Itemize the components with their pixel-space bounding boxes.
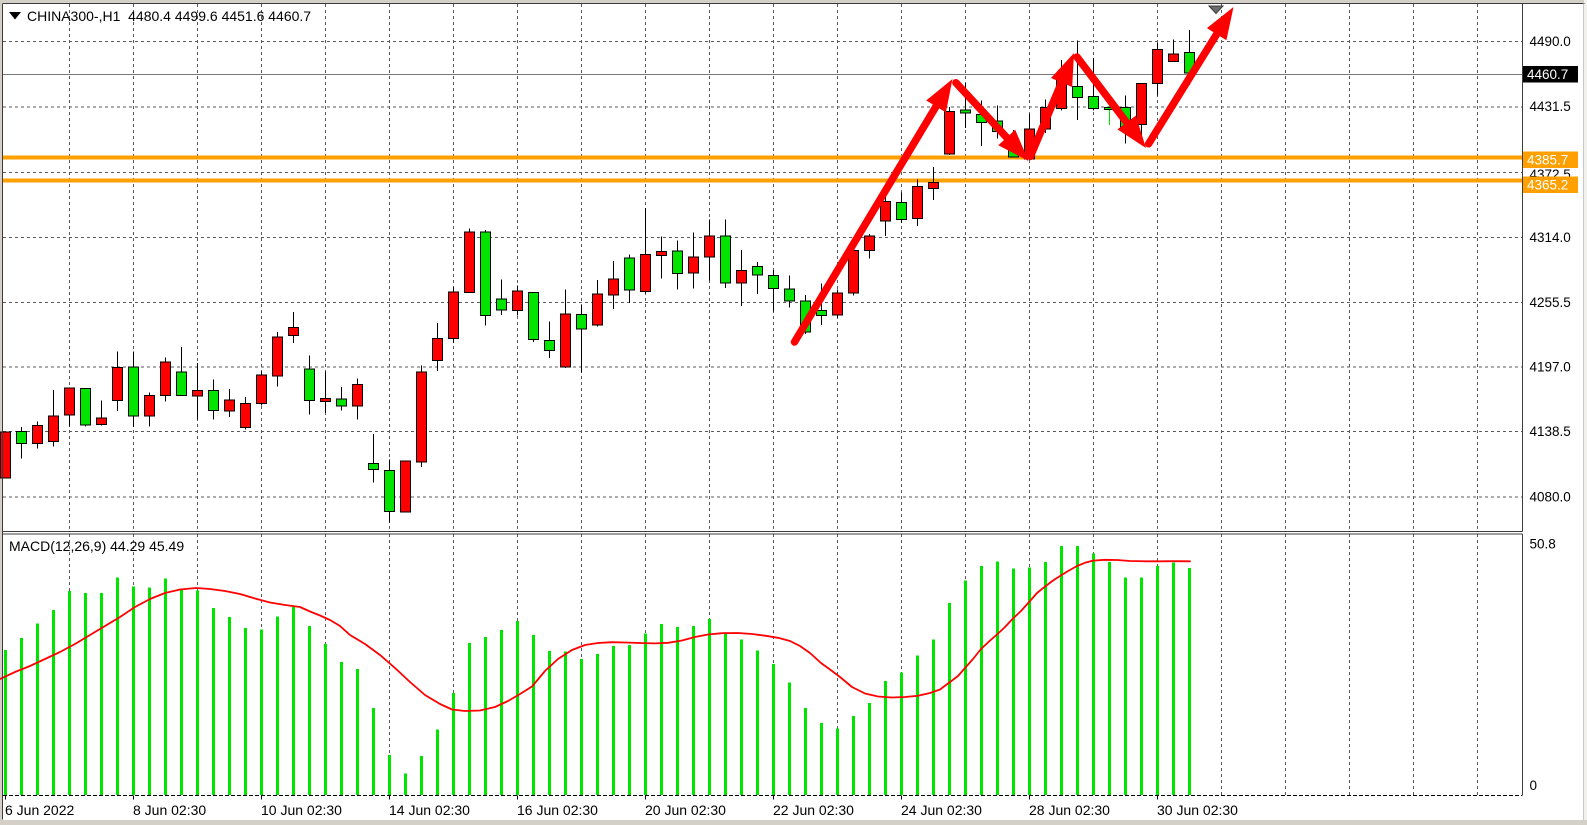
svg-text:30 Jun 02:30: 30 Jun 02:30 (1157, 802, 1238, 818)
svg-text:4365.2: 4365.2 (1527, 178, 1568, 193)
svg-text:20 Jun 02:30: 20 Jun 02:30 (645, 802, 726, 818)
svg-text:4314.0: 4314.0 (1530, 230, 1571, 245)
svg-text:4431.5: 4431.5 (1530, 99, 1571, 114)
svg-text:4460.7: 4460.7 (1527, 67, 1568, 82)
svg-text:6 Jun 2022: 6 Jun 2022 (5, 802, 74, 818)
svg-text:4197.0: 4197.0 (1530, 359, 1571, 374)
svg-text:10 Jun 02:30: 10 Jun 02:30 (261, 802, 342, 818)
svg-text:8 Jun 02:30: 8 Jun 02:30 (133, 802, 206, 818)
svg-text:24 Jun 02:30: 24 Jun 02:30 (901, 802, 982, 818)
svg-text:MACD(12,26,9) 44.29 45.49: MACD(12,26,9) 44.29 45.49 (9, 538, 184, 554)
svg-text:28 Jun 02:30: 28 Jun 02:30 (1029, 802, 1110, 818)
svg-text:14 Jun 02:30: 14 Jun 02:30 (389, 802, 470, 818)
svg-text:4490.0: 4490.0 (1530, 34, 1571, 49)
svg-text:4385.7: 4385.7 (1527, 153, 1568, 168)
svg-text:CHINA300-,H1 4480.4 4499.6 44: CHINA300-,H1 4480.4 4499.6 4451.6 4460.7 (27, 8, 311, 24)
svg-text:50.8: 50.8 (1530, 536, 1556, 551)
svg-text:16 Jun 02:30: 16 Jun 02:30 (517, 802, 598, 818)
svg-text:4080.0: 4080.0 (1530, 489, 1571, 504)
svg-text:4138.5: 4138.5 (1530, 424, 1571, 439)
svg-text:4255.5: 4255.5 (1530, 295, 1571, 310)
svg-text:22 Jun 02:30: 22 Jun 02:30 (773, 802, 854, 818)
svg-text:0: 0 (1530, 778, 1538, 793)
